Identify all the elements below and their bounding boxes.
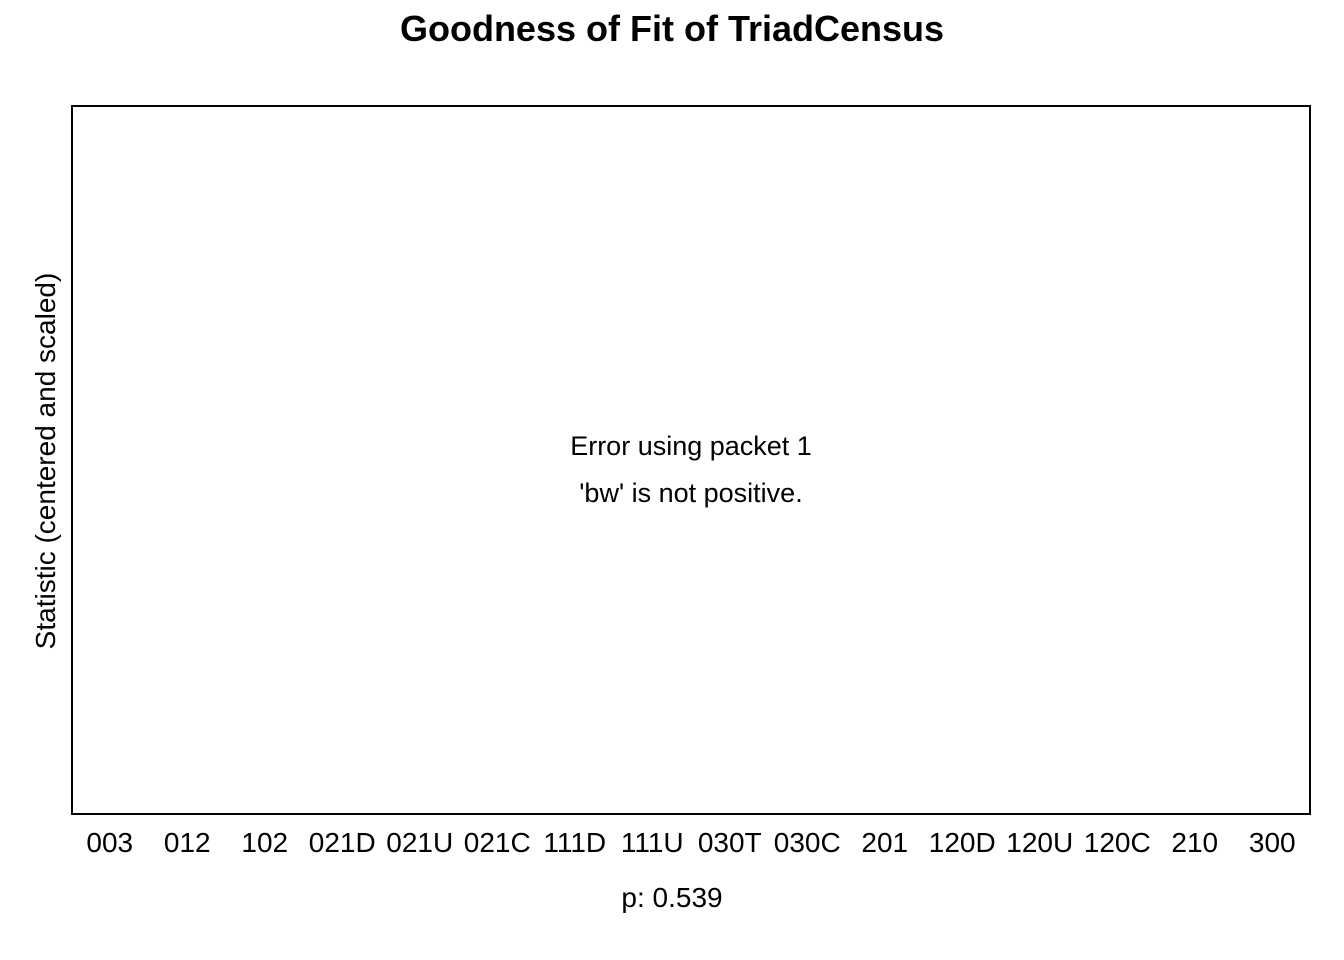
- x-tick-label: 003: [86, 827, 134, 858]
- x-tick-label: 300: [1248, 827, 1296, 858]
- x-tick-label: 210: [1171, 827, 1219, 858]
- error-message: Error using packet 1 'bw' is not positiv…: [73, 423, 1309, 517]
- x-tick-label: 021C: [463, 827, 531, 858]
- x-tick-label: 030T: [697, 827, 762, 858]
- x-tick-label: 111D: [543, 827, 607, 858]
- x-tick-label: 120U: [1006, 827, 1074, 858]
- error-line-1: Error using packet 1: [570, 431, 812, 461]
- x-tick-label: 030C: [773, 827, 841, 858]
- x-tick-label: 102: [241, 827, 289, 858]
- chart-title: Goodness of Fit of TriadCensus: [399, 8, 945, 49]
- x-tick-label: 012: [163, 827, 211, 858]
- x-tick-label: 021D: [308, 827, 376, 858]
- x-axis-label: p: 0.539: [621, 882, 723, 913]
- x-axis-ticks: 003 012 102 021D 021U 021C 111D 111U 030T 030C 201…: [0, 827, 1344, 867]
- x-tick-label: 201: [861, 827, 909, 858]
- y-axis-label: Statistic (centered and scaled): [30, 272, 61, 650]
- x-tick-label: 120C: [1083, 827, 1151, 858]
- plot-area: Error using packet 1 'bw' is not positiv…: [71, 105, 1311, 815]
- x-tick-label: 021U: [386, 827, 454, 858]
- x-tick-label: 111U: [620, 827, 684, 858]
- x-tick-label: 120D: [928, 827, 996, 858]
- error-line-2: 'bw' is not positive.: [579, 478, 803, 508]
